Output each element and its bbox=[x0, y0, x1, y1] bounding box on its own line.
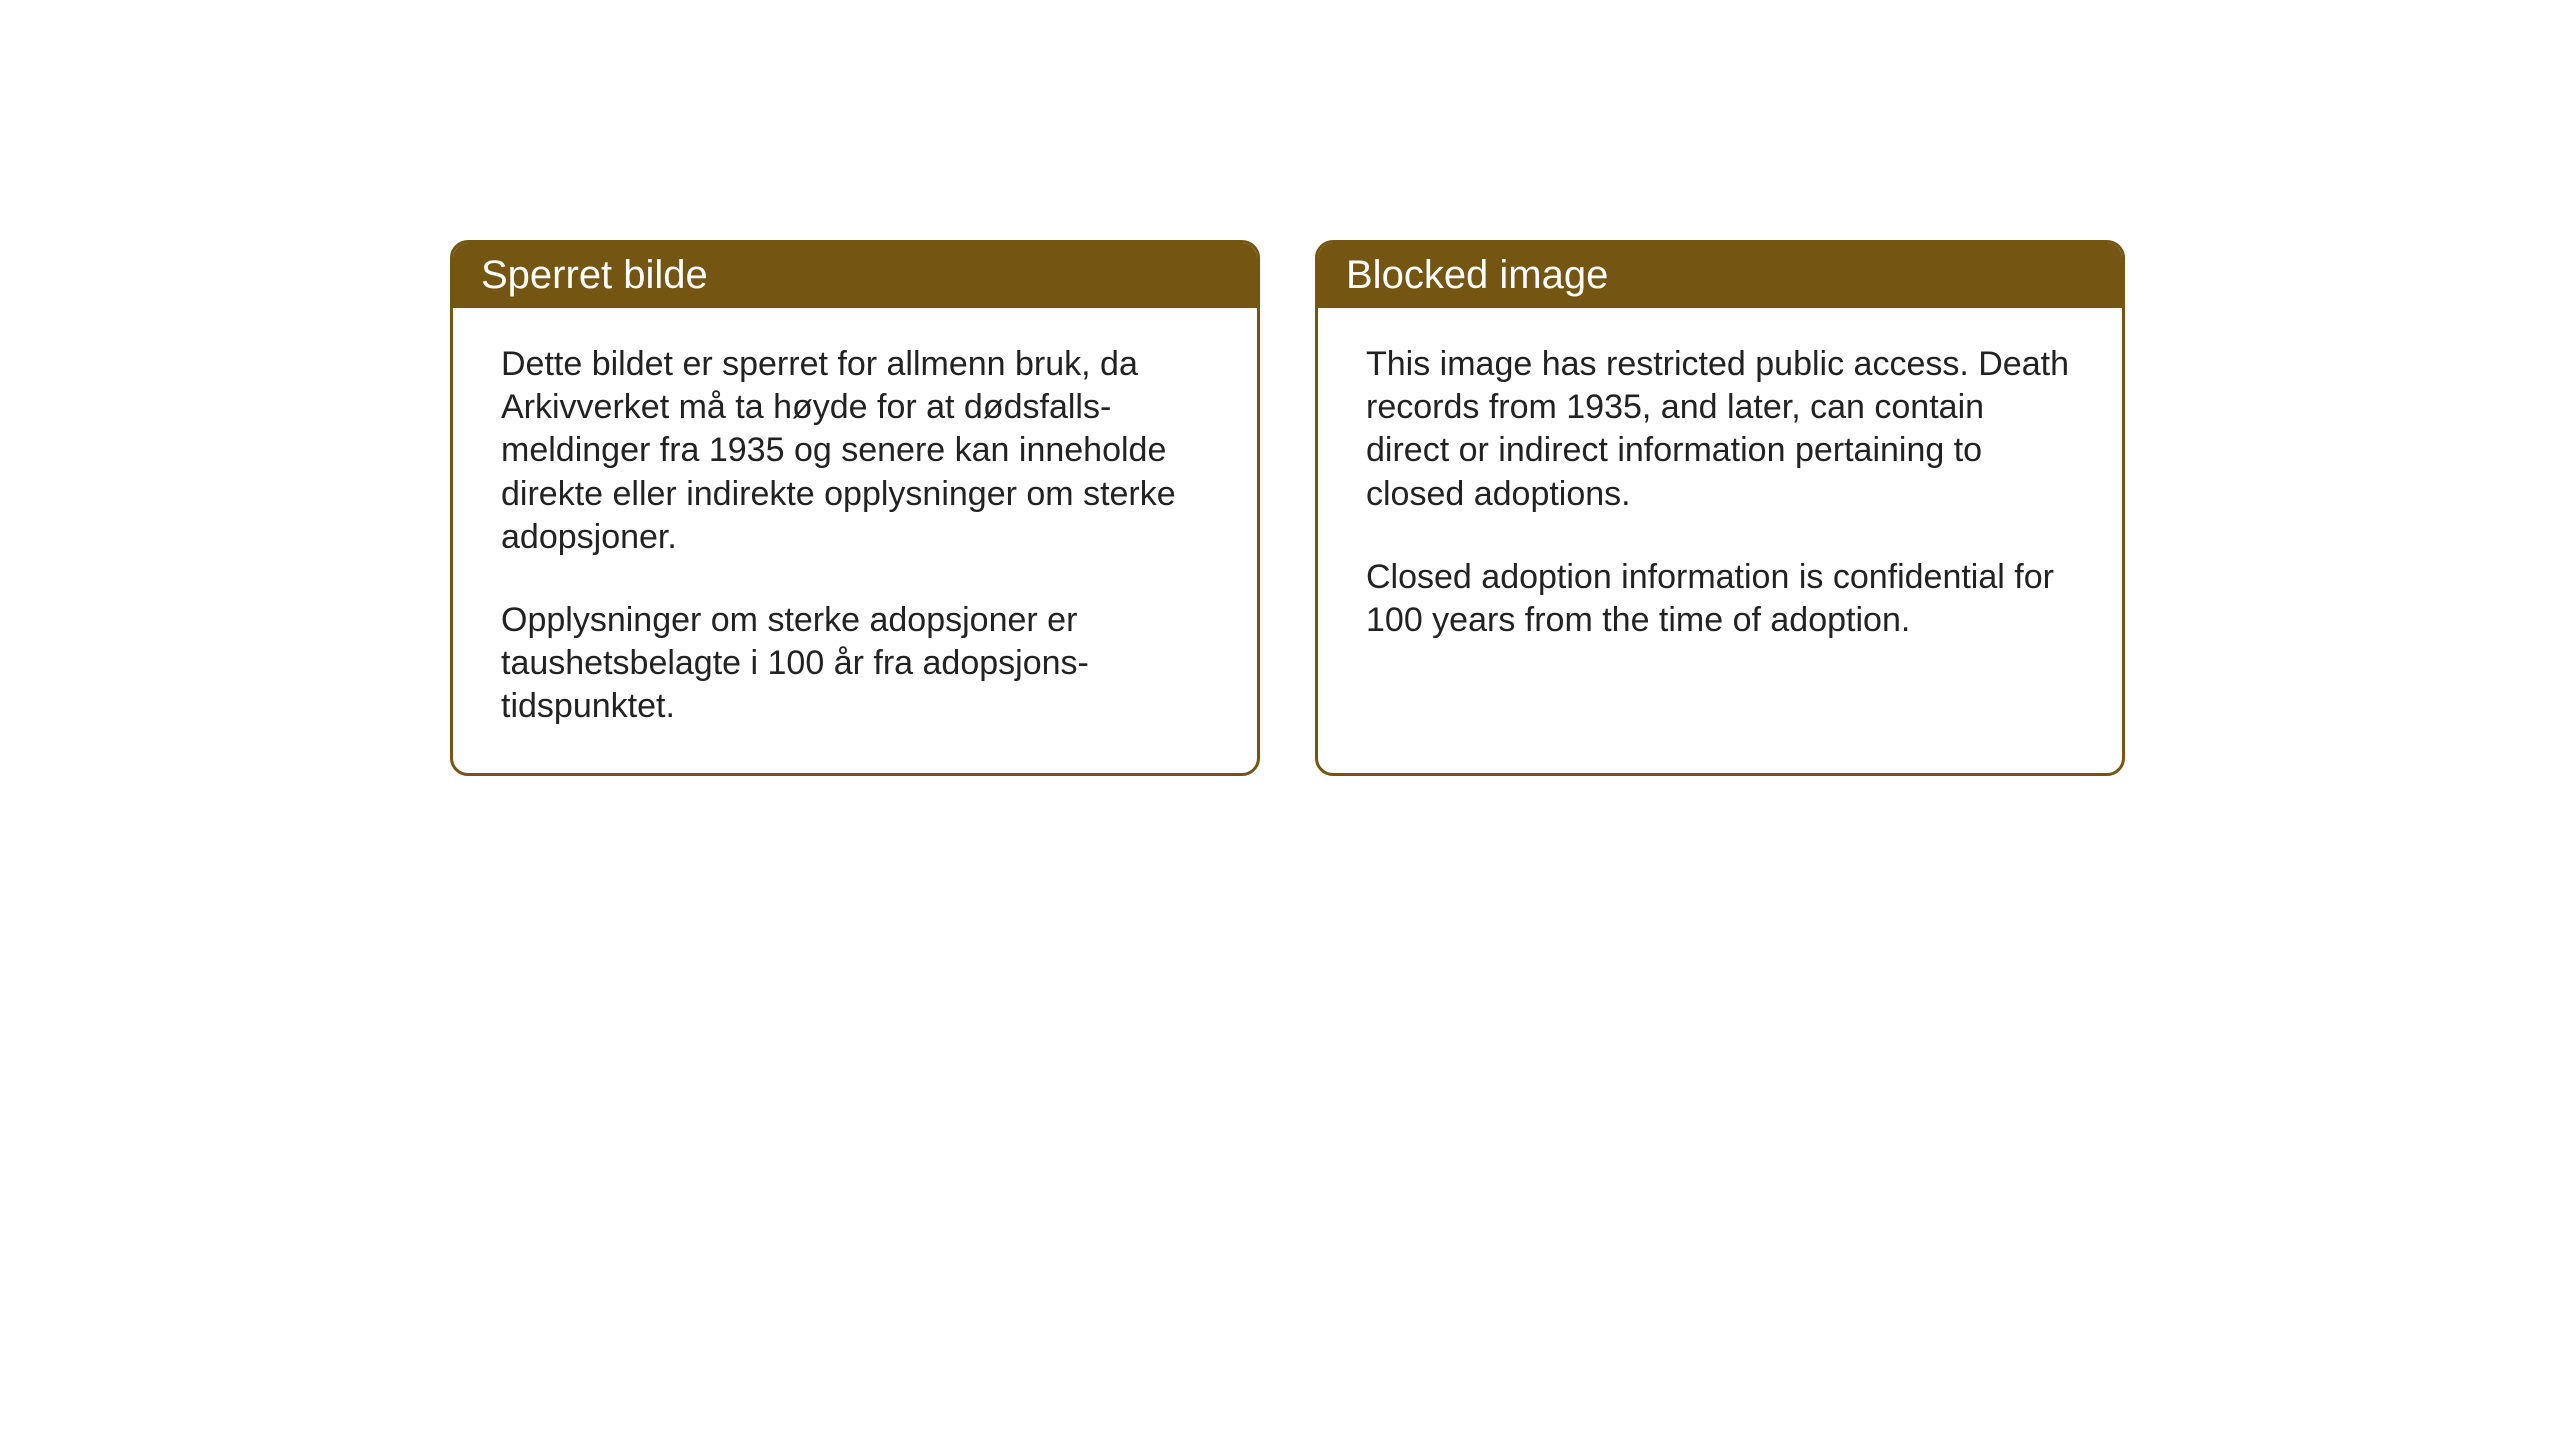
card-body-norwegian: Dette bildet er sperret for allmenn bruk… bbox=[453, 308, 1257, 773]
card-header-norwegian: Sperret bilde bbox=[453, 243, 1257, 308]
paragraph-english-1: This image has restricted public access.… bbox=[1366, 343, 2074, 516]
card-body-english: This image has restricted public access.… bbox=[1318, 308, 2122, 743]
notice-cards-container: Sperret bilde Dette bildet er sperret fo… bbox=[450, 240, 2125, 776]
paragraph-norwegian-2: Opplysninger om sterke adopsjoner er tau… bbox=[501, 599, 1209, 729]
paragraph-norwegian-1: Dette bildet er sperret for allmenn bruk… bbox=[501, 343, 1209, 559]
card-header-english: Blocked image bbox=[1318, 243, 2122, 308]
paragraph-english-2: Closed adoption information is confident… bbox=[1366, 556, 2074, 642]
notice-card-norwegian: Sperret bilde Dette bildet er sperret fo… bbox=[450, 240, 1260, 776]
notice-card-english: Blocked image This image has restricted … bbox=[1315, 240, 2125, 776]
